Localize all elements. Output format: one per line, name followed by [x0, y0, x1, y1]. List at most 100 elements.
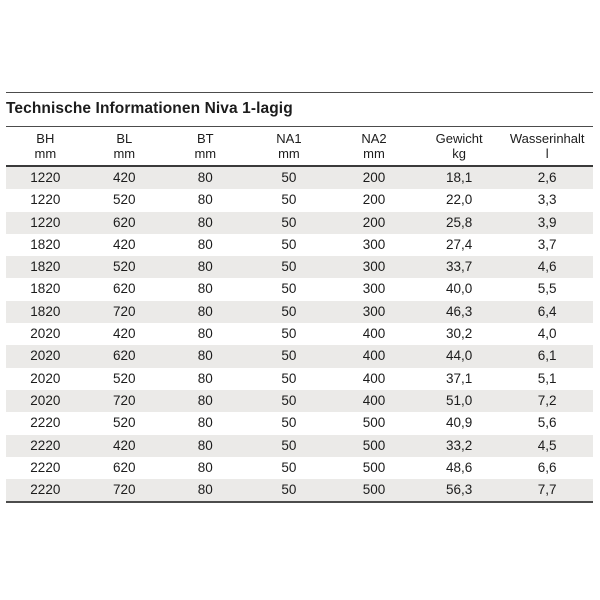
table-row: 2020 420 80 50 400 30,2 4,0: [6, 323, 593, 345]
table-cell: 1220: [30, 192, 61, 208]
table-cell: 50: [281, 236, 297, 252]
table-cell: 620: [113, 348, 136, 364]
table-cell: 5,1: [537, 370, 557, 386]
table-cell: 420: [113, 170, 136, 185]
table-cell: 50: [281, 326, 297, 342]
table-cell: 80: [197, 392, 213, 408]
table-cell: 22,0: [445, 192, 473, 208]
table-row: 2220 720 80 50 500 56,3 7,7: [6, 479, 593, 503]
table-cell: 3,3: [537, 192, 557, 208]
table-cell: 50: [281, 192, 297, 208]
table-cell: 2220: [30, 437, 61, 453]
table-cell: 520: [113, 259, 136, 275]
table-cell: 2220: [30, 415, 61, 431]
table-cell: 620: [113, 214, 136, 230]
technical-data-table: BH mm BL mm BT mm NA1 mm NA2 mm Gewicht kg Wasserinh…: [6, 127, 593, 504]
table-cell: 80: [197, 459, 213, 475]
column-label: Wasserinhalt: [509, 131, 585, 146]
table-row: 2020 520 80 50 400 37,1 5,1: [6, 368, 593, 390]
table-cell: 2020: [30, 392, 61, 408]
table-cell: 44,0: [445, 348, 473, 364]
column-label: BH: [36, 131, 55, 146]
table-cell: 6,1: [537, 348, 557, 364]
column-unit: l: [545, 146, 549, 161]
table-cell: 3,9: [537, 214, 557, 230]
table-cell: 6,4: [537, 303, 557, 319]
table-cell: 50: [281, 214, 297, 230]
table-cell: 500: [362, 415, 386, 431]
table-cell: 400: [362, 348, 386, 364]
table-cell: 80: [197, 415, 213, 431]
table-row: 1220 420 80 50 200 18,1 2,6: [6, 166, 593, 190]
table-cell: 1820: [30, 259, 61, 275]
column-header-bl: BL mm: [84, 127, 164, 167]
table-cell: 56,3: [445, 482, 473, 498]
table-cell: 620: [113, 459, 136, 475]
table-row: 1820 420 80 50 300 27,4 3,7: [6, 234, 593, 256]
table-cell: 51,0: [445, 392, 473, 408]
table-cell: 400: [362, 326, 386, 342]
table-cell: 18,1: [445, 170, 473, 185]
table-cell: 50: [281, 370, 297, 386]
table-cell: 6,6: [537, 459, 557, 475]
table-cell: 2,6: [537, 170, 557, 185]
table-cell: 40,0: [445, 281, 473, 297]
table-cell: 80: [197, 259, 213, 275]
table-row: 2220 520 80 50 500 40,9 5,6: [6, 412, 593, 434]
table-cell: 80: [197, 170, 213, 185]
table-cell: 2020: [30, 326, 61, 342]
table-cell: 80: [197, 236, 213, 252]
column-unit: mm: [363, 146, 385, 161]
table-cell: 80: [197, 192, 213, 208]
table-cell: 520: [113, 415, 136, 431]
column-header-gewicht: Gewicht kg: [416, 127, 502, 167]
table-cell: 7,2: [537, 392, 557, 408]
table-cell: 80: [197, 482, 213, 498]
table-cell: 25,8: [445, 214, 473, 230]
table-cell: 720: [113, 303, 136, 319]
table-cell: 720: [113, 392, 136, 408]
column-unit: kg: [452, 146, 466, 161]
column-unit: mm: [113, 146, 136, 161]
table-cell: 500: [362, 482, 386, 498]
table-cell: 300: [362, 236, 386, 252]
table-cell: 2020: [30, 370, 61, 386]
table-cell: 33,7: [445, 259, 473, 275]
table-row: 2220 620 80 50 500 48,6 6,6: [6, 457, 593, 479]
table-cell: 80: [197, 281, 213, 297]
table-cell: 500: [362, 459, 386, 475]
table-cell: 50: [281, 281, 297, 297]
table-cell: 40,9: [445, 415, 473, 431]
table-cell: 80: [197, 348, 213, 364]
table-cell: 80: [197, 437, 213, 453]
table-cell: 5,6: [537, 415, 557, 431]
table-cell: 50: [281, 348, 297, 364]
table-cell: 50: [281, 392, 297, 408]
table-cell: 1220: [30, 214, 61, 230]
table-cell: 200: [362, 170, 386, 185]
table-cell: 200: [362, 192, 386, 208]
column-unit: mm: [34, 146, 57, 161]
table-cell: 80: [197, 214, 213, 230]
table-cell: 1820: [30, 236, 61, 252]
column-label: BT: [196, 131, 214, 146]
table-cell: 400: [362, 370, 386, 386]
table-cell: 1820: [30, 281, 61, 297]
table-cell: 1220: [30, 170, 61, 185]
table-cell: 80: [197, 370, 213, 386]
table-cell: 50: [281, 170, 297, 185]
table-cell: 400: [362, 392, 386, 408]
column-label: BL: [116, 131, 133, 146]
top-divider: [6, 92, 593, 93]
table-cell: 520: [113, 192, 136, 208]
table-cell: 80: [197, 326, 213, 342]
table-header-row: BH mm BL mm BT mm NA1 mm NA2 mm Gewicht kg Wasserinh…: [6, 127, 593, 167]
table-cell: 50: [281, 415, 297, 431]
table-row: 1220 620 80 50 200 25,8 3,9: [6, 211, 593, 234]
table-cell: 4,5: [537, 437, 557, 453]
table-cell: 33,2: [445, 437, 473, 453]
table-cell: 7,7: [537, 482, 557, 498]
column-label: NA2: [361, 131, 387, 146]
table-cell: 200: [362, 214, 386, 230]
